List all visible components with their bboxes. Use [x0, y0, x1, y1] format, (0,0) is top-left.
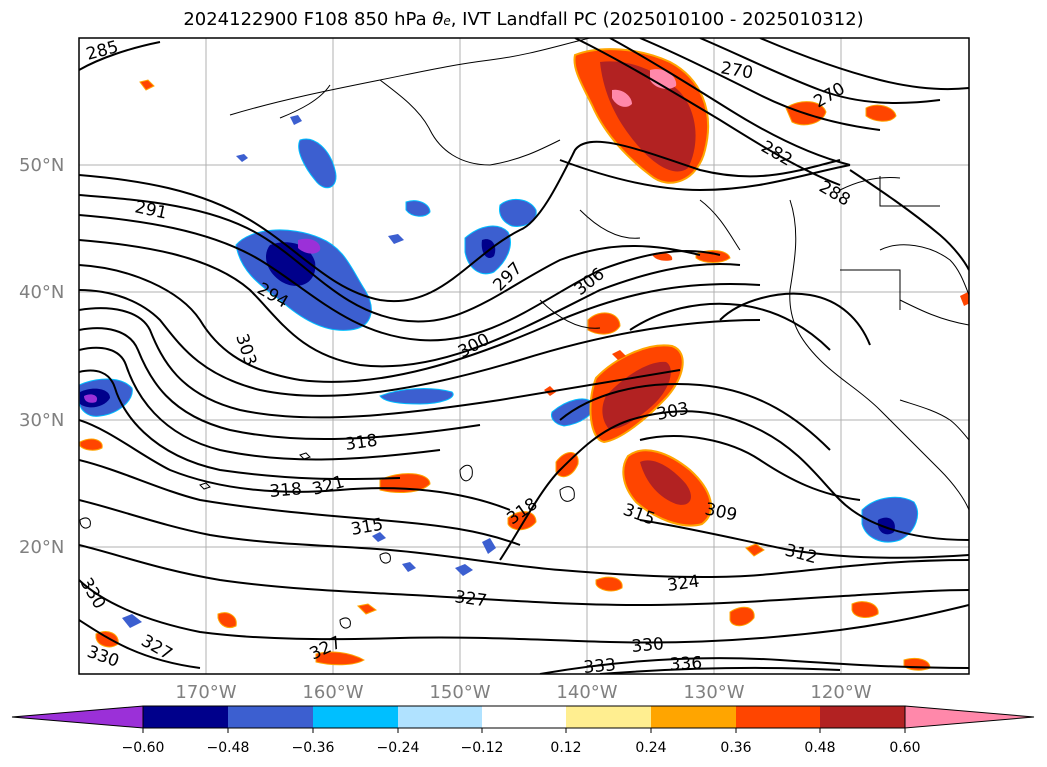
colorbar-segment — [313, 706, 398, 728]
coastline-icon — [79, 38, 969, 629]
colorbar-segment — [820, 706, 905, 728]
map-content — [79, 38, 969, 674]
colorbar-tick-label: −0.12 — [461, 740, 504, 756]
negative-shading — [79, 115, 918, 628]
lat-label-30: 30°N — [19, 410, 64, 431]
title-run: 2024122900 — [183, 9, 298, 30]
lon-label-140: 140°W — [556, 682, 617, 703]
colorbar-segment — [736, 706, 820, 728]
colorbar-segment — [228, 706, 313, 728]
color-extension-arrow-icon — [11, 705, 144, 729]
contour-label: 330 — [631, 634, 665, 657]
colorbar-tick-label: 0.60 — [889, 740, 920, 756]
contour-label: 318 — [269, 479, 303, 502]
colorbar-segment — [651, 706, 736, 728]
latitude-labels: 50°N 40°N 30°N 20°N — [19, 155, 64, 558]
theta-e-contours — [79, 38, 969, 674]
contour-label: 333 — [583, 655, 617, 678]
colorbar-tick-label: −0.24 — [377, 740, 420, 756]
lon-label-160: 160°W — [302, 682, 363, 703]
colorbar: −0.60 −0.48 −0.36 −0.24 −0.12 0.12 0.24 … — [11, 705, 1035, 756]
contour-label: 318 — [344, 431, 379, 455]
title-subscript: e — [443, 14, 451, 28]
colorbar-segment — [482, 706, 566, 728]
colorbar-segment — [143, 706, 228, 728]
title-symbol: θ — [432, 9, 444, 30]
map-title: 2024122900 F108 850 hPa θe, IVT Landfall… — [0, 9, 1047, 30]
colorbar-tick-label: −0.60 — [122, 740, 165, 756]
lat-label-50: 50°N — [19, 155, 64, 176]
lon-label-120: 120°W — [810, 682, 871, 703]
colorbar-tick-label: −0.36 — [292, 740, 335, 756]
colorbar-segment — [398, 706, 482, 728]
title-level: 850 hPa — [354, 9, 427, 30]
colorbar-tick-label: 0.12 — [550, 740, 581, 756]
lat-label-40: 40°N — [19, 282, 64, 303]
color-extension-arrow-icon — [904, 705, 1035, 729]
colorbar-tick-label: 0.48 — [804, 740, 835, 756]
lat-label-20: 20°N — [19, 537, 64, 558]
contour-label: 324 — [666, 572, 701, 596]
lon-label-150: 150°W — [429, 682, 490, 703]
longitude-labels: 170°W 160°W 150°W 140°W 130°W 120°W — [175, 682, 871, 703]
gridlines — [79, 38, 969, 674]
colorbar-tick-label: 0.36 — [720, 740, 751, 756]
title-description: , IVT Landfall PC (2025010100 - 20250103… — [450, 9, 864, 30]
colorbar-tick-label: 0.24 — [635, 740, 666, 756]
lon-label-130: 130°W — [683, 682, 744, 703]
colorbar-segment — [566, 706, 651, 728]
map-frame — [78, 37, 970, 675]
positive-shading — [79, 48, 969, 671]
colorbar-tick-label: −0.48 — [207, 740, 250, 756]
title-forecast: F108 — [303, 9, 349, 30]
contour-label: 327 — [453, 587, 488, 611]
contour-label: 336 — [669, 653, 702, 675]
lon-label-170: 170°W — [175, 682, 236, 703]
